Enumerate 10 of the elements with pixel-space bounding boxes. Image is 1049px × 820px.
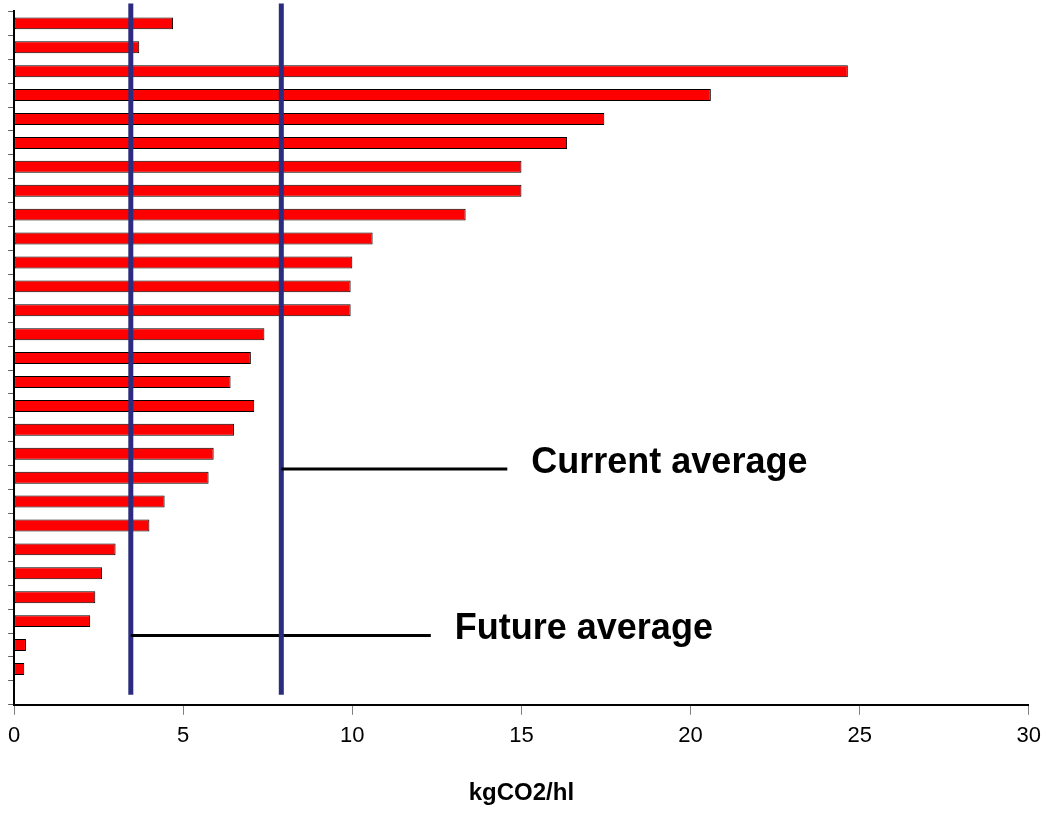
x-tick-label: 5 (177, 722, 190, 748)
x-tick-label: 30 (1016, 722, 1042, 748)
x-tick-label: 0 (7, 722, 21, 748)
x-tick-label: 10 (340, 722, 365, 748)
x-tick-label: 25 (847, 722, 872, 748)
x-tick-label: 20 (678, 722, 703, 748)
ref-line-label: Current average (531, 439, 808, 481)
ref-line-label: Future average (454, 606, 713, 648)
x-tick-label: 15 (509, 722, 534, 748)
x-axis-title: kgCO2/hl (468, 778, 575, 806)
